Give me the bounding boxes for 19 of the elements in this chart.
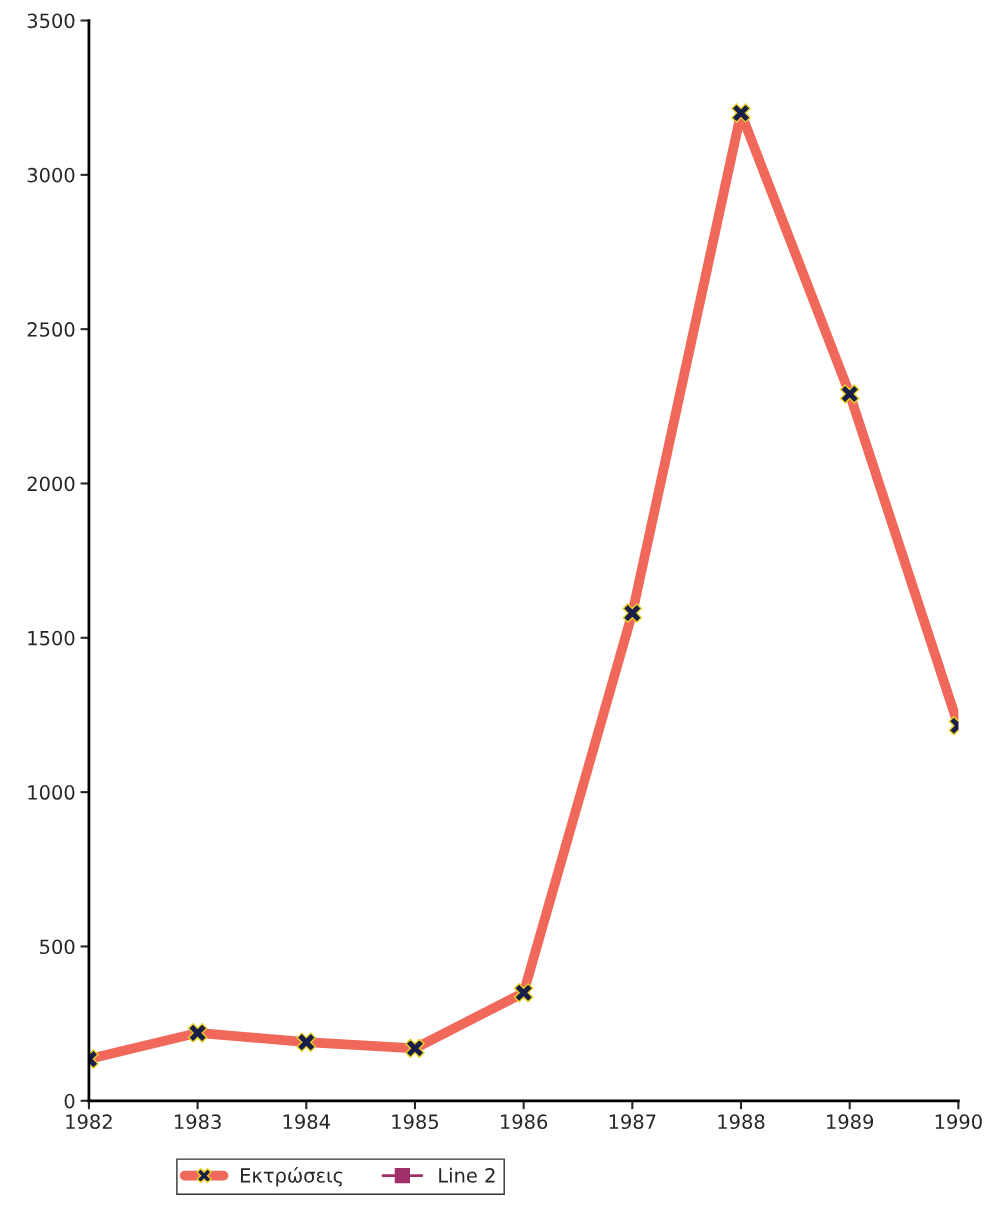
legend-label: Εκτρώσεις bbox=[241, 1166, 343, 1187]
x-tick-label: 1983 bbox=[174, 1114, 221, 1130]
x-tick-label: 1988 bbox=[718, 1114, 765, 1130]
y-tick-label: 2000 bbox=[27, 476, 75, 492]
x-tick-label: 1989 bbox=[827, 1114, 874, 1130]
y-tick-label: 0 bbox=[64, 1093, 75, 1109]
x-tick-label: 1982 bbox=[66, 1114, 112, 1130]
y-tick-label: 1000 bbox=[28, 785, 75, 800]
y-tick-label: 2500 bbox=[27, 322, 75, 337]
legend-label: Line 2 bbox=[439, 1167, 495, 1183]
x-tick-label: 1990 bbox=[935, 1114, 982, 1130]
y-tick-label: 3000 bbox=[27, 167, 75, 183]
x-tick-label: 1986 bbox=[501, 1114, 548, 1130]
x-tick-label: 1985 bbox=[392, 1114, 438, 1130]
y-tick-label: 1500 bbox=[28, 630, 75, 646]
y-tick-label: 3500 bbox=[27, 13, 75, 29]
x-tick-label: 1984 bbox=[283, 1114, 330, 1130]
x-tick-label: 1987 bbox=[609, 1114, 656, 1130]
y-tick-label: 500 bbox=[40, 939, 75, 955]
